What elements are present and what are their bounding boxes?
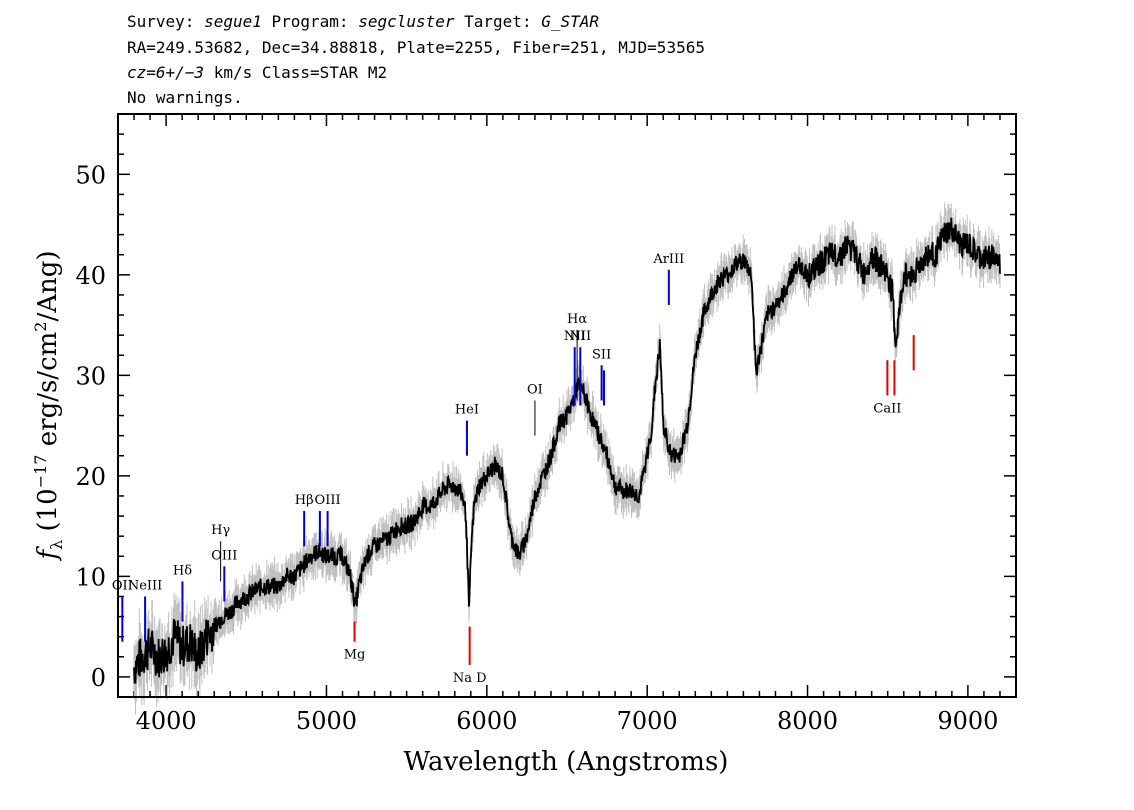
header-line-2: RA=249.53682, Dec=34.88818, Plate=2255, …: [127, 38, 705, 57]
y-tick-label: 40: [75, 262, 106, 290]
y-tick-label: 30: [75, 362, 106, 390]
y-axis-title: fλ (10−17 erg/s/cm2/Ang): [31, 250, 66, 561]
y-axis-subscript: λ: [47, 540, 66, 550]
y-axis-unit-1: (10: [33, 488, 63, 540]
line-label: Hδ: [173, 563, 192, 578]
y-axis-square: 2: [31, 322, 50, 332]
x-axis-title: Wavelength (Angstroms): [404, 747, 729, 777]
line-label: Hα: [567, 312, 587, 327]
program-value: segcluster: [358, 12, 455, 31]
flux-line: [133, 217, 1001, 684]
survey-label: Survey:: [127, 12, 205, 31]
line-label: Hβ: [295, 493, 314, 508]
y-axis-unit-2: erg/s/cm: [33, 332, 63, 455]
x-tick-label: 7000: [617, 707, 678, 735]
x-tick-label: 9000: [937, 707, 998, 735]
line-label: OIII: [211, 548, 237, 563]
y-tick-label: 50: [75, 161, 106, 189]
x-tick-label: 8000: [777, 707, 838, 735]
header-line-1: Survey: segue1 Program: segcluster Targe…: [127, 14, 599, 30]
header-line-3: cz=6+/−3 km/s Class=STAR M2: [127, 65, 387, 81]
x-tick-label: 4000: [136, 707, 197, 735]
x-tick-label: 6000: [456, 707, 517, 735]
y-tick-label: 20: [75, 463, 106, 491]
target-label: Target:: [454, 12, 542, 31]
header-line-4: No warnings.: [127, 88, 243, 107]
line-label: OIII: [315, 493, 341, 508]
redshift-value: cz=6+/−3: [127, 63, 205, 82]
tick-labels: 4000 5000 6000 7000 8000 9000 0 10 20 30 40 50: [75, 161, 998, 735]
x-tick-label: 5000: [296, 707, 357, 735]
line-label: CaII: [873, 401, 901, 416]
line-label: NII: [564, 329, 586, 344]
program-label: Program:: [261, 12, 359, 31]
y-axis-unit-3: /Ang): [33, 250, 63, 321]
line-label: HeI: [455, 403, 479, 418]
line-label: ArIII: [652, 252, 684, 267]
line-label: NII: [569, 329, 591, 344]
line-label: Na D: [453, 671, 487, 686]
y-tick-label: 0: [91, 664, 106, 692]
line-label: NeIII: [128, 578, 162, 593]
survey-value: segue1: [204, 12, 262, 31]
class-value: km/s Class=STAR M2: [204, 63, 388, 82]
plot-frame: [117, 113, 1017, 698]
y-tick-label: 10: [75, 563, 106, 591]
error-band: [133, 202, 1001, 715]
line-label: OI: [527, 382, 543, 397]
target-value: G_STAR: [541, 12, 600, 31]
line-label: Mg: [344, 648, 366, 663]
y-axis-exponent: −17: [31, 455, 50, 489]
line-label: SII: [592, 347, 611, 362]
line-label: Hγ: [211, 523, 230, 538]
